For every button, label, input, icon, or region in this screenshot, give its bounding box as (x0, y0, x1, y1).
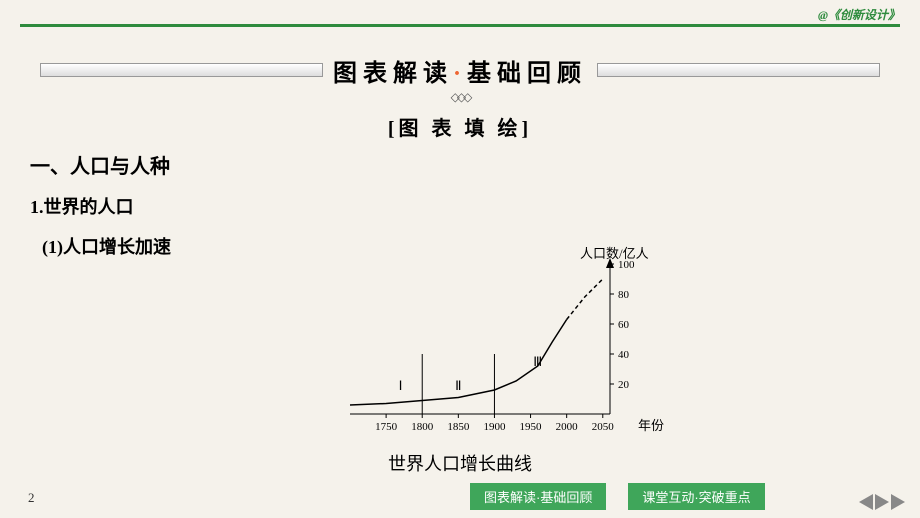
svg-text:2050: 2050 (592, 421, 615, 433)
heading-1: 一、人口与人种 (30, 150, 890, 179)
svg-text:1900: 1900 (483, 421, 506, 433)
next-icon[interactable] (891, 494, 905, 510)
svg-text:年份: 年份 (638, 418, 664, 433)
chart-caption: 世界人口增长曲线 (0, 450, 920, 476)
banner-dot: · (453, 61, 467, 87)
play-icon[interactable] (875, 494, 889, 510)
subtitle: [图 表 填 绘] (0, 112, 920, 141)
footer-nav: 图表解读·基础回顾 课堂互动·突破重点 (470, 483, 765, 510)
svg-text:80: 80 (618, 289, 630, 301)
svg-text:60: 60 (618, 319, 630, 331)
brand-label: @《创新设计》 (818, 6, 900, 23)
banner-ornament-left (40, 63, 323, 77)
svg-text:1750: 1750 (375, 421, 398, 433)
svg-text:20: 20 (618, 379, 630, 391)
svg-text:Ⅰ: Ⅰ (399, 378, 403, 393)
section-banner: 图表解读·基础回顾 (40, 52, 880, 88)
nav-button-basics[interactable]: 图表解读·基础回顾 (470, 483, 606, 510)
playback-controls (858, 494, 908, 510)
top-divider (20, 24, 900, 27)
banner-title: 图表解读·基础回顾 (323, 53, 597, 88)
svg-text:人口数/亿人: 人口数/亿人 (580, 246, 649, 261)
banner-title-right: 基础回顾 (467, 61, 587, 87)
heading-2: 1.世界的人口 (30, 193, 890, 219)
svg-text:1800: 1800 (411, 421, 434, 433)
nav-button-interactive[interactable]: 课堂互动·突破重点 (628, 483, 764, 510)
content-area: 一、人口与人种 1.世界的人口 (1)人口增长加速 (30, 150, 890, 259)
svg-text:1850: 1850 (447, 421, 470, 433)
page-number: 2 (28, 490, 35, 506)
svg-text:2000: 2000 (556, 421, 579, 433)
svg-text:Ⅱ: Ⅱ (455, 378, 461, 393)
svg-text:40: 40 (618, 349, 630, 361)
banner-ornament-right (597, 63, 880, 77)
banner-chevron: ◇◇◇ (451, 90, 470, 105)
population-chart: 1750180018501900195020002050年份2040608010… (330, 244, 670, 444)
banner-title-left: 图表解读 (333, 61, 453, 87)
svg-text:1950: 1950 (520, 421, 543, 433)
prev-icon[interactable] (859, 494, 873, 510)
chart-svg: 1750180018501900195020002050年份2040608010… (330, 244, 670, 444)
